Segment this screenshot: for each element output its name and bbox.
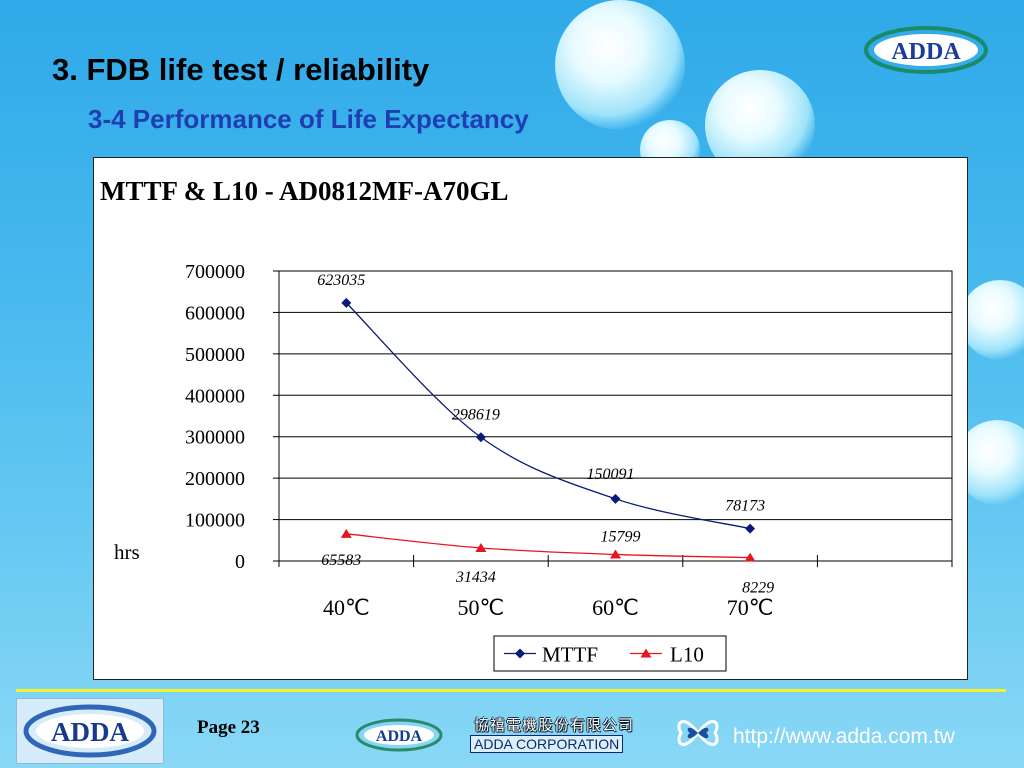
chart-title: MTTF & L10 - AD0812MF-A70GL (100, 176, 508, 206)
adda-logo-bottom-middle-text: ADDA (376, 728, 423, 745)
x-tick-label: 40℃ (323, 595, 370, 620)
l10-point (340, 528, 352, 538)
website-link[interactable]: http://www.adda.com.tw (733, 725, 955, 748)
mttf-l10-chart: MTTF & L10 - AD0812MF-A70GL hrs 700000 60… (100, 176, 953, 672)
adda-logo-bottom-middle: ADDA (355, 718, 443, 752)
decor-bubble-1 (555, 0, 685, 130)
l10-data-label: 8229 (742, 580, 774, 597)
l10-point (475, 542, 487, 552)
mttf-point (610, 493, 621, 504)
l10-point (610, 549, 621, 559)
legend-l10-marker (640, 648, 652, 658)
chart-panel: MTTF & L10 - AD0812MF-A70GL hrs 700000 60… (93, 157, 968, 680)
y-tick-label: 200000 (185, 468, 245, 490)
y-tick-label: 500000 (185, 344, 245, 366)
legend-mttf-marker (515, 648, 525, 659)
adda-logo-bottom-left: ADDA (16, 698, 164, 764)
chart-y-axis-label: hrs (114, 540, 140, 564)
slide-subtitle: 3-4 Performance of Life Expectancy (88, 104, 529, 134)
adda-logo-top: ADDA (864, 26, 988, 74)
plot-area-frame (278, 270, 953, 562)
l10-series-line (346, 533, 751, 559)
y-tick-label: 100000 (185, 510, 245, 532)
l10-point (744, 552, 756, 562)
y-tick-label: 300000 (185, 427, 245, 449)
mttf-series-line (345, 302, 751, 530)
mttf-point (475, 432, 486, 443)
adda-logo-bottom-left-text: ADDA (51, 717, 129, 747)
decor-bubble-4 (960, 280, 1024, 360)
mttf-data-label: 298619 (452, 406, 500, 423)
y-tick-label: 400000 (185, 385, 245, 407)
legend-l10-label: L10 (670, 643, 704, 667)
mttf-point (341, 297, 352, 308)
y-tick-label: 600000 (185, 302, 245, 324)
l10-data-label: 65583 (321, 552, 361, 569)
y-tick-label: 0 (235, 551, 245, 573)
mttf-data-label: 78173 (725, 498, 765, 515)
mttf-point (745, 523, 756, 534)
l10-data-label: 15799 (601, 528, 641, 545)
legend-mttf-label: MTTF (542, 643, 598, 667)
page-number: Page 23 (197, 717, 260, 738)
x-tick-label: 60℃ (592, 595, 639, 620)
mttf-data-label: 150091 (587, 466, 635, 483)
x-tick-label: 50℃ (458, 595, 505, 620)
slide-title: 3. FDB life test / reliability (52, 52, 430, 87)
mttf-data-label: 623035 (317, 272, 365, 289)
x-tick-label: 70℃ (727, 595, 774, 620)
butterfly-logo-icon (677, 720, 719, 746)
adda-logo-top-text: ADDA (891, 39, 961, 65)
l10-data-label: 31434 (455, 569, 496, 586)
y-tick-label: 700000 (185, 261, 245, 283)
footer-divider (16, 689, 1006, 692)
company-name-chinese: 協禧電機股份有限公司 (474, 717, 635, 734)
company-name-english: ADDA CORPORATION (470, 735, 624, 753)
